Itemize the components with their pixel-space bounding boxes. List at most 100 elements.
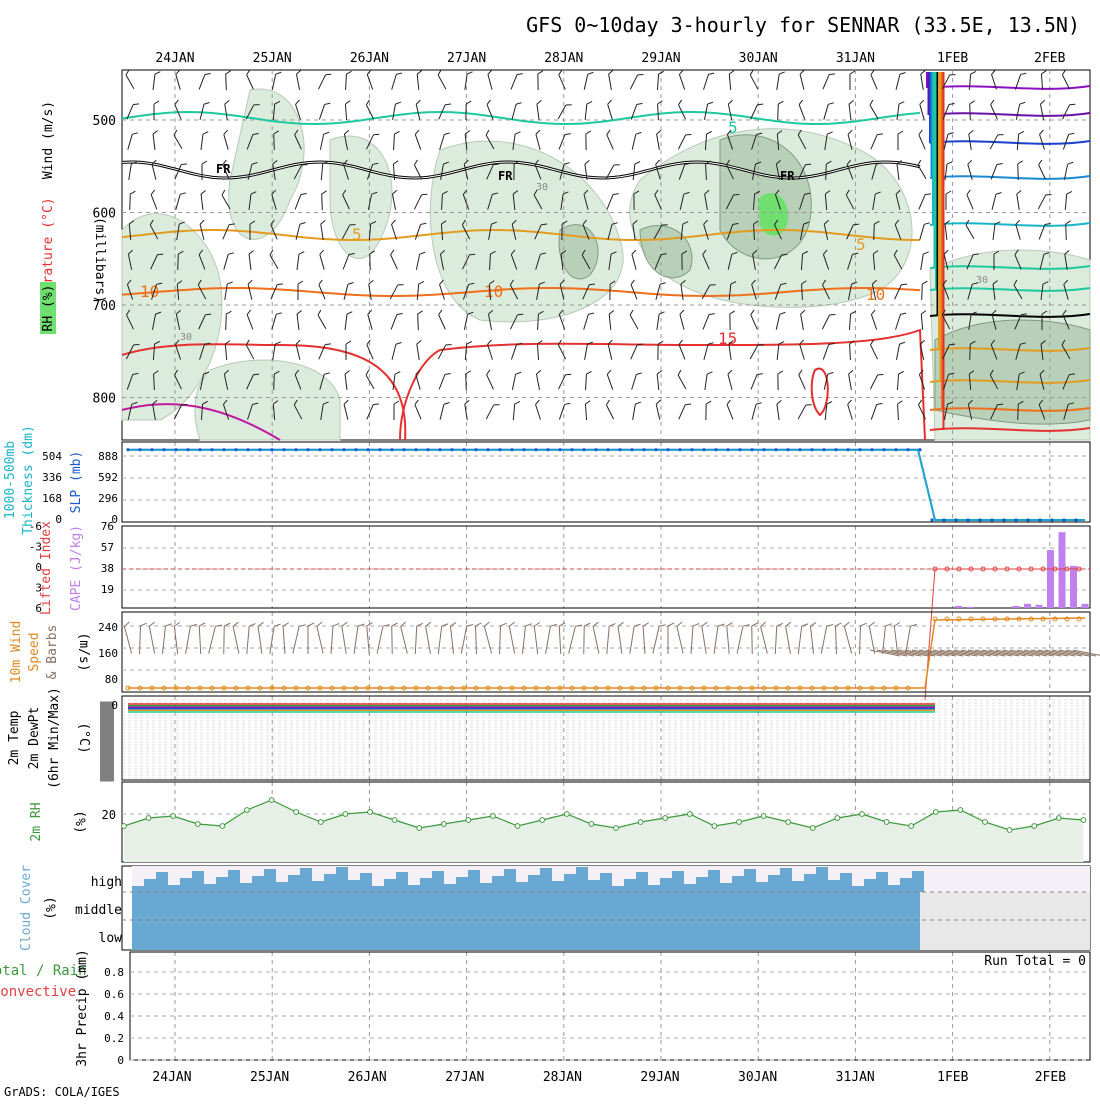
- cloud-high-bar: [384, 879, 396, 892]
- wind10-barb: [701, 622, 712, 654]
- cloud-high-bar: [852, 886, 864, 892]
- wind10-barb-staff: [860, 626, 861, 654]
- cloud-high-clear: [516, 866, 528, 882]
- wind10-barb-staff: [691, 626, 693, 654]
- cloud-high-clear: [384, 866, 396, 879]
- wind10-barb: [400, 622, 413, 654]
- slp-point: [690, 448, 693, 451]
- slp-point: [330, 448, 333, 451]
- temp-label-5: 5: [856, 235, 866, 254]
- cloud-high-clear: [840, 866, 852, 873]
- wind10-barb: [232, 622, 244, 654]
- cape-bar: [1082, 604, 1089, 608]
- rh2m-point: [810, 826, 815, 831]
- wind10-barb-flag: [634, 623, 640, 627]
- cloud-level-label: high: [91, 875, 122, 890]
- wind10-barb-staff: [702, 626, 706, 654]
- slp-point: [1014, 518, 1017, 521]
- slp-point: [174, 448, 177, 451]
- slp-point: [882, 448, 885, 451]
- wind10-barb-staff: [727, 626, 729, 654]
- date-label-bottom: 30JAN: [738, 1070, 777, 1085]
- cloud-high-clear: [372, 866, 384, 886]
- wind10-barb-staff: [500, 626, 501, 654]
- rh2m-axis-label: 2m RH: [29, 802, 44, 841]
- wind10-barb: [149, 622, 161, 654]
- slp-tick-label: 296: [98, 492, 118, 505]
- wind10-axis-label-2: Speed: [27, 632, 42, 671]
- rh-label-30: 30: [976, 275, 988, 286]
- cloud-high-bar: [768, 875, 780, 892]
- slp-point: [294, 448, 297, 451]
- rh2m-point: [786, 820, 791, 825]
- wind10-barb: [450, 622, 459, 653]
- wind-barb-staff: [226, 314, 227, 330]
- wind10-barb: [209, 624, 222, 656]
- slp-point: [570, 448, 573, 451]
- cloud-high-clear: [912, 866, 924, 871]
- wind10-barb-staff: [331, 626, 333, 654]
- slp-point: [966, 518, 969, 521]
- cloud-high-clear: [564, 866, 576, 874]
- wind10-barb: [124, 622, 138, 653]
- cloud-high-clear: [480, 866, 492, 883]
- slp-point: [678, 448, 681, 451]
- wind10-barb: [258, 622, 268, 654]
- cloud-high-bar: [636, 872, 648, 892]
- cloud-high-bar: [624, 879, 636, 892]
- temp2m-axis-label-3: (6hr Min/Max): [47, 687, 62, 789]
- wind10-barb-staff: [844, 626, 851, 653]
- date-label-bottom: 1FEB: [937, 1070, 968, 1085]
- cloud-high-clear: [768, 866, 780, 875]
- rh2m-point: [195, 822, 200, 827]
- cloud-high-clear: [708, 866, 720, 870]
- wind-barb-staff: [778, 104, 779, 120]
- cloud-high-bar: [252, 876, 264, 892]
- rh2m-point: [761, 814, 766, 819]
- slp-point: [402, 448, 405, 451]
- precip-tick-label: 0.2: [104, 1032, 124, 1045]
- rh2m-point: [146, 816, 151, 821]
- wind10-barb: [584, 623, 591, 654]
- date-label-top: 31JAN: [836, 51, 875, 66]
- cloud-high-bar: [828, 880, 840, 892]
- cloud-high-bar: [360, 873, 372, 892]
- rh2m-point: [220, 824, 225, 829]
- slp-point: [846, 448, 849, 451]
- date-label-bottom: 25JAN: [250, 1070, 289, 1085]
- slp-point: [270, 448, 273, 451]
- rh2m-point: [343, 812, 348, 817]
- wind10-barb-staff: [737, 626, 743, 653]
- wind-barb-staff: [370, 254, 371, 270]
- cloud-high-clear: [780, 866, 792, 868]
- cloud-high-bar: [780, 868, 792, 892]
- slp-point: [918, 448, 921, 451]
- rh2m-point: [417, 826, 422, 831]
- rh2m-point: [466, 818, 471, 823]
- date-label-bottom: 26JAN: [348, 1070, 387, 1085]
- wind10-barb: [461, 623, 473, 655]
- slp-point: [858, 448, 861, 451]
- cloud-high-bar: [564, 874, 576, 892]
- cloud-high-clear: [432, 866, 444, 871]
- cloud-high-clear: [504, 866, 516, 869]
- cloud-high-clear: [792, 866, 804, 881]
- wind10-barb-staff: [415, 626, 416, 654]
- wind-barb-staff: [274, 134, 275, 150]
- cloud-high-bar: [600, 873, 612, 892]
- wind10-barb-staff: [233, 626, 239, 653]
- wind10-barb: [293, 623, 306, 655]
- wind10-barb-staff: [354, 626, 358, 654]
- wind10-barb-staff: [643, 626, 645, 654]
- rh2m-point: [860, 812, 865, 817]
- cloud-high-clear: [336, 866, 348, 867]
- rh2m-point: [884, 820, 889, 825]
- precip-axis-label: Total / Rain: [0, 963, 87, 979]
- cloud-high-bar: [336, 867, 348, 892]
- wind-barb-staff: [418, 314, 419, 330]
- wind10-barb: [643, 623, 651, 654]
- wind10-barb: [785, 622, 796, 654]
- rh2m-point: [294, 810, 299, 815]
- cloud-high-clear: [588, 866, 600, 880]
